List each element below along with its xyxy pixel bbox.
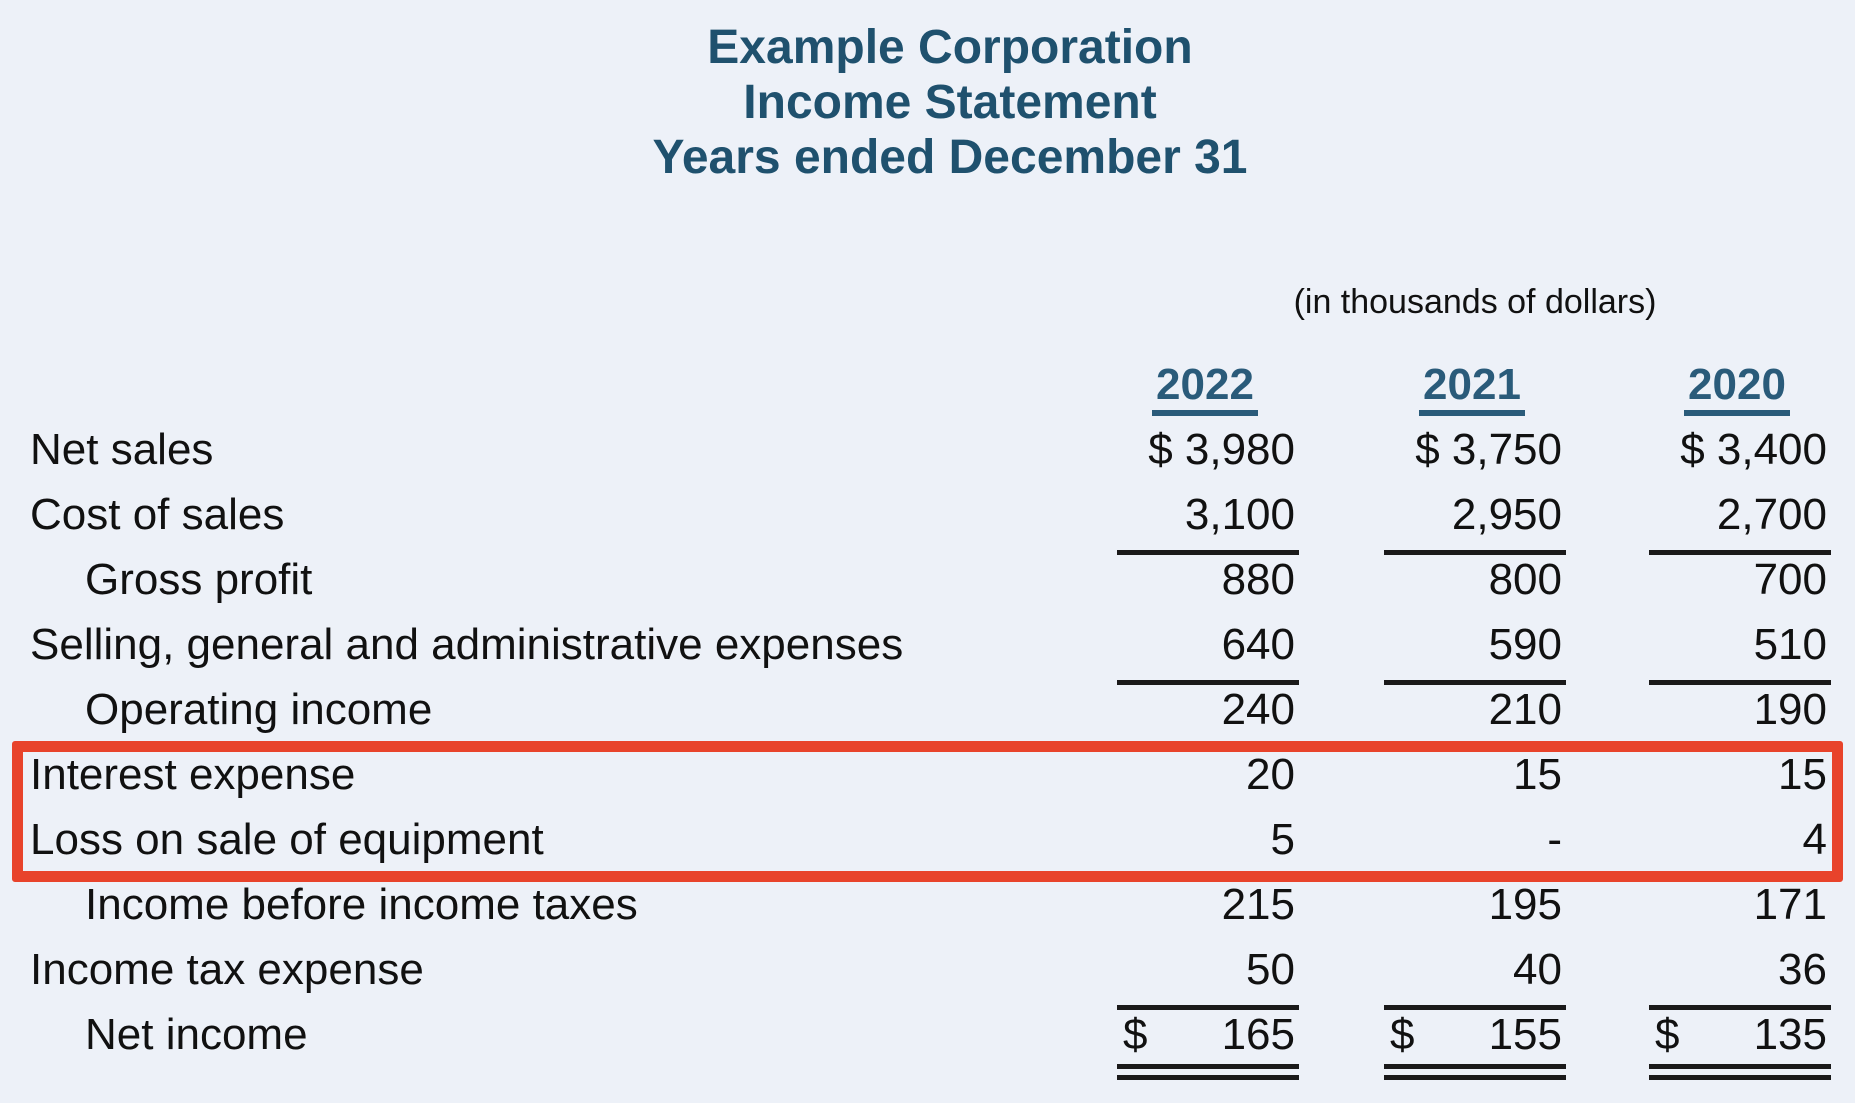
- value-2020: 36: [1647, 937, 1831, 1010]
- amount: 155: [1488, 1010, 1562, 1059]
- value-2021: 195: [1488, 880, 1562, 929]
- value-2021: $155: [1382, 1002, 1566, 1080]
- row-label: Net income: [85, 1010, 308, 1059]
- row-income-before-income-taxes: Income before income taxes 215 195 171: [0, 872, 1855, 937]
- value-2022: $165: [1115, 1002, 1299, 1080]
- value-2020: 190: [1753, 685, 1827, 734]
- year-header-2021: 2021: [1382, 352, 1562, 417]
- value-2020: $ 3,400: [1680, 425, 1827, 474]
- value-2020: $135: [1647, 1002, 1831, 1080]
- value-2021: 210: [1488, 685, 1562, 734]
- dollar-sign: $: [1123, 1010, 1148, 1059]
- company-name: Example Corporation: [707, 21, 1193, 74]
- year-header-2020: 2020: [1647, 352, 1827, 417]
- value-2021: 15: [1513, 750, 1562, 799]
- row-label: Gross profit: [85, 555, 313, 604]
- row-label: Income before income taxes: [85, 880, 638, 929]
- row-label: Operating income: [85, 685, 433, 734]
- statement-rows: Net sales $ 3,980 $ 3,750 $ 3,400 Cost of sa…: [0, 417, 1855, 1080]
- statement-title: Income Statement: [743, 76, 1157, 129]
- value-2020: 510: [1647, 612, 1831, 685]
- row-selling-general-and-administrative-expenses: Selling, general and administrative expe…: [0, 612, 1855, 685]
- year-header-2022: 2022: [1115, 352, 1295, 417]
- statement-header: Example Corporation Income Statement Yea…: [45, 20, 1855, 185]
- value-2022: 215: [1221, 880, 1295, 929]
- statement-period: Years ended December 31: [652, 131, 1248, 184]
- row-label: Selling, general and administrative expe…: [30, 620, 904, 669]
- value-2020: 700: [1753, 555, 1827, 604]
- value-2022: 240: [1221, 685, 1295, 734]
- value-2020: 15: [1778, 750, 1827, 799]
- value-2021: 800: [1488, 555, 1562, 604]
- row-operating-income: Operating income 240 210 190: [0, 677, 1855, 742]
- row-gross-profit: Gross profit 880 800 700: [0, 547, 1855, 612]
- year-header-row: 2022 2021 2020: [0, 352, 1855, 417]
- year-label: 2021: [1419, 361, 1525, 416]
- value-2022: 640: [1115, 612, 1299, 685]
- value-2021: 2,950: [1382, 482, 1566, 555]
- value-2020: 2,700: [1647, 482, 1831, 555]
- value-2020: 171: [1753, 880, 1827, 929]
- value-2020: 4: [1647, 807, 1831, 880]
- value-2022: 3,100: [1115, 482, 1299, 555]
- row-income-tax-expense: Income tax expense 50 40 36: [0, 937, 1855, 1010]
- row-net-sales: Net sales $ 3,980 $ 3,750 $ 3,400: [0, 417, 1855, 482]
- value-2022: 5: [1115, 807, 1299, 880]
- row-loss-on-sale-of-equipment: Loss on sale of equipment 5 - 4: [0, 807, 1855, 880]
- value-2021: -: [1382, 807, 1566, 880]
- dollar-sign: $: [1655, 1010, 1680, 1059]
- row-label: Interest expense: [30, 750, 356, 799]
- value-2022: 880: [1221, 555, 1295, 604]
- row-label: Loss on sale of equipment: [30, 815, 544, 864]
- row-label: Cost of sales: [30, 490, 285, 539]
- value-2021: 590: [1382, 612, 1566, 685]
- year-label: 2020: [1684, 361, 1790, 416]
- units-note: (in thousands of dollars): [1293, 283, 1657, 321]
- value-2022: 50: [1115, 937, 1299, 1010]
- amount: 135: [1753, 1010, 1827, 1059]
- value-2021: 40: [1382, 937, 1566, 1010]
- row-interest-expense: Interest expense 20 15 15: [0, 742, 1855, 807]
- row-net-income: Net income $165 $155 $135: [0, 1002, 1855, 1080]
- row-cost-of-sales: Cost of sales 3,100 2,950 2,700: [0, 482, 1855, 555]
- row-label: Income tax expense: [30, 945, 424, 994]
- dollar-sign: $: [1390, 1010, 1415, 1059]
- amount: 165: [1221, 1010, 1295, 1059]
- value-2022: 20: [1246, 750, 1295, 799]
- row-label: Net sales: [30, 425, 214, 474]
- statement-table: 2022 2021 2020 Net sales $ 3,980 $ 3,750 $ 3,…: [0, 352, 1855, 1080]
- value-2022: $ 3,980: [1148, 425, 1295, 474]
- value-2021: $ 3,750: [1415, 425, 1562, 474]
- year-label: 2022: [1152, 361, 1258, 416]
